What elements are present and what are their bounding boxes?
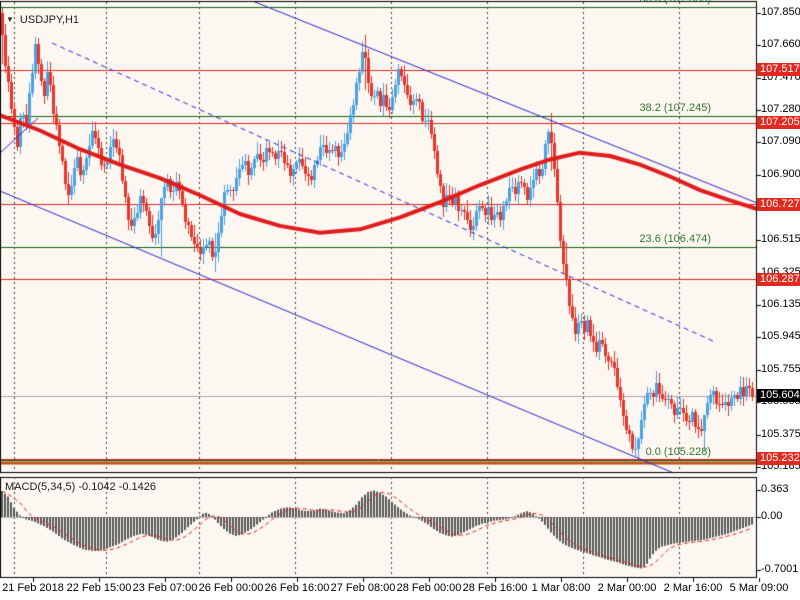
chart-window: ▼ USDJPY,H1 MACD(5,34,5) -0.1042 -0.1426 …: [0, 0, 800, 600]
price-chart-canvas[interactable]: [0, 0, 800, 600]
